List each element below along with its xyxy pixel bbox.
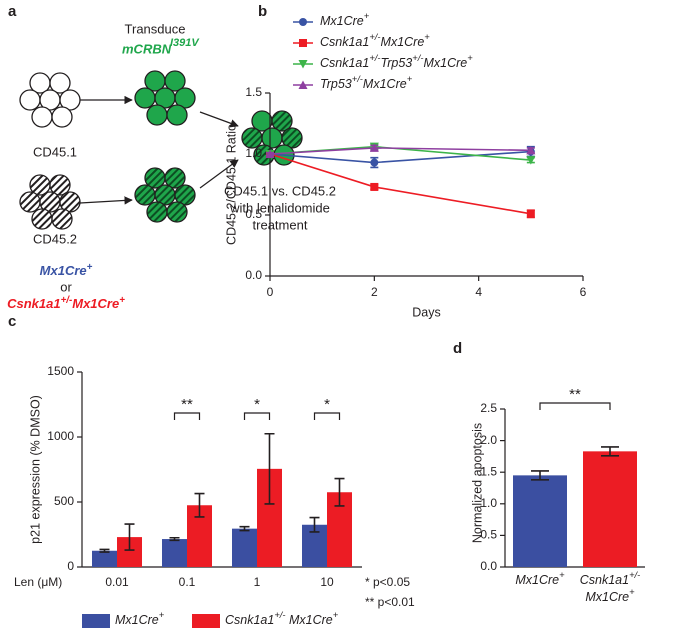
y-axis-label: Normalized apoptosis <box>470 423 484 543</box>
marker <box>265 149 275 158</box>
significance-label: * <box>254 396 260 413</box>
y-tick-label: 0 <box>67 559 74 573</box>
x-tick-label: 10 <box>320 575 334 589</box>
error-bar <box>99 548 110 553</box>
bar <box>232 528 257 567</box>
marker <box>370 158 379 167</box>
construct-superscript: I391V <box>170 37 200 49</box>
significance-bracket <box>243 412 271 420</box>
y-tick-label: 1.5 <box>480 464 497 478</box>
population-label: CD45.2 <box>33 231 77 246</box>
x-tick-label: Csnk1a1+/-Mx1Cre+ <box>580 570 641 604</box>
genotype-label: Mx1Cre+ <box>40 262 93 279</box>
cell-cluster <box>134 70 196 126</box>
footnote: ** p<0.01 <box>365 595 415 609</box>
diagram: Transduce mCRBN I391V CD45.1 CD45.2 CD45… <box>7 21 336 311</box>
significance-bracket <box>539 402 611 410</box>
x-tick-label: 0 <box>267 285 274 299</box>
legend-label: Mx1Cre+ <box>320 11 370 28</box>
significance-label: ** <box>181 396 193 413</box>
x-tick-label: Mx1Cre+ <box>515 570 565 587</box>
error-bar <box>601 446 619 457</box>
readout-label: treatment <box>253 217 308 232</box>
error-bar <box>309 516 320 533</box>
legend-label: Csnk1a1+/- Mx1Cre+ <box>225 610 339 627</box>
conjunction: or <box>60 279 72 294</box>
y-tick-label: 2.0 <box>480 433 497 447</box>
panel-label: a <box>8 3 17 20</box>
cell-cluster <box>19 72 81 128</box>
y-tick-label: 1.0 <box>245 146 262 160</box>
arrow <box>79 196 133 205</box>
significance-label: ** <box>569 386 581 403</box>
marker <box>526 156 536 165</box>
legend-marker <box>299 18 307 26</box>
marker <box>369 143 379 152</box>
readout-label: CD45.1 vs. CD45.2 <box>224 183 336 198</box>
arrow <box>199 159 239 189</box>
marker <box>526 145 536 155</box>
y-tick-label: 0.0 <box>480 559 497 573</box>
y-tick-label: 1000 <box>47 429 74 443</box>
series-line <box>269 147 531 155</box>
y-axis-label: p21 expression (% DMSO) <box>28 395 42 544</box>
mixed-cluster <box>241 110 303 166</box>
cell-cluster <box>19 174 81 230</box>
x-tick-label: 2 <box>371 285 378 299</box>
y-tick-label: 0.0 <box>245 268 262 282</box>
panel-label: d <box>453 340 462 357</box>
error-bar <box>169 536 180 542</box>
legend-marker <box>299 39 307 47</box>
category-axis-label: Len (μM) <box>14 575 62 589</box>
significance-label: * <box>324 396 330 413</box>
x-axis-label: Days <box>412 305 440 319</box>
x-tick-label: 0.01 <box>105 575 129 589</box>
bar <box>513 475 567 567</box>
marker <box>526 209 535 218</box>
legend-label: Trp53+/-Mx1Cre+ <box>320 74 413 91</box>
x-tick-label: 1 <box>254 575 261 589</box>
y-tick-label: 1500 <box>47 364 74 378</box>
legend-marker <box>298 80 308 89</box>
bar <box>92 550 117 567</box>
error-bar <box>194 492 205 518</box>
legend-label: Csnk1a1+/-Trp53+/-Mx1Cre+ <box>320 53 473 70</box>
error-bar <box>334 477 345 507</box>
x-tick-label: 4 <box>475 285 482 299</box>
x-tick-label: 6 <box>580 285 587 299</box>
error-bar <box>239 525 250 532</box>
y-tick-label: 0.5 <box>245 207 262 221</box>
arrow <box>199 111 239 128</box>
y-tick-label: 0.5 <box>480 528 497 542</box>
readout-label: with lenalidomide <box>229 200 330 215</box>
y-tick-label: 1.0 <box>480 496 497 510</box>
error-bar <box>264 432 275 505</box>
panel-label: b <box>258 3 267 20</box>
step-label: Transduce <box>125 21 186 36</box>
legend-label: Mx1Cre+ <box>115 610 165 627</box>
legend-swatch <box>192 614 220 628</box>
y-tick-label: 1.5 <box>245 85 262 99</box>
construct-label: mCRBN <box>122 41 172 56</box>
error-bar <box>531 470 549 481</box>
legend-swatch <box>82 614 110 628</box>
y-tick-label: 500 <box>54 494 74 508</box>
marker <box>370 182 379 191</box>
error-bar <box>124 523 135 551</box>
genotype-label: Csnk1a1+/-Mx1Cre+ <box>7 295 125 312</box>
legend-marker <box>298 60 308 69</box>
population-label: CD45.1 <box>33 144 77 159</box>
panel-label: c <box>8 313 16 330</box>
significance-bracket <box>173 412 201 420</box>
y-tick-label: 2.5 <box>480 401 497 415</box>
footnote: * p<0.05 <box>365 575 410 589</box>
significance-bracket <box>313 412 341 420</box>
cell-cluster <box>134 167 196 223</box>
bar <box>583 451 637 567</box>
legend-label: Csnk1a1+/-Mx1Cre+ <box>320 32 430 49</box>
bar <box>162 539 187 567</box>
y-axis-label: CD45.2/CD45.1 Ratio <box>224 124 238 245</box>
x-tick-label: 0.1 <box>179 575 196 589</box>
